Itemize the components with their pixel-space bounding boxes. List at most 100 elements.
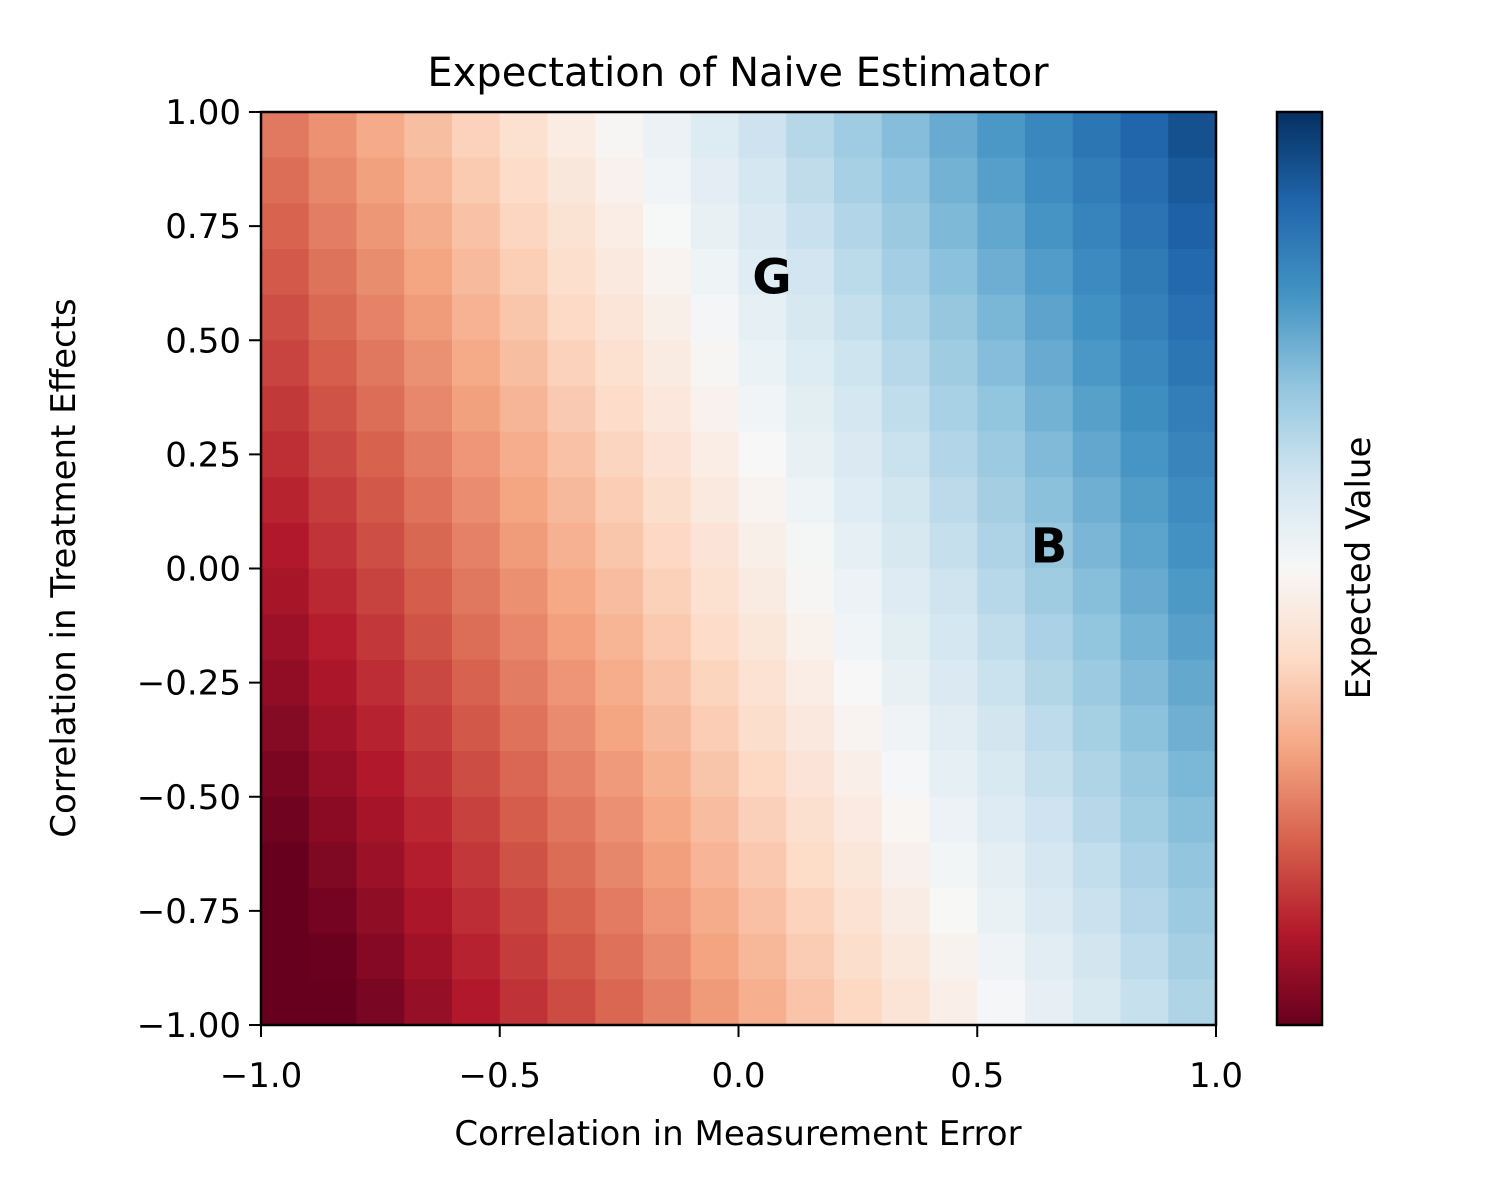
heatmap-cell [786, 796, 835, 843]
heatmap-cell [356, 659, 405, 707]
heatmap-cell [404, 522, 453, 570]
heatmap-cell [1168, 522, 1217, 570]
x-tick-label: −1.0 [220, 1056, 303, 1096]
heatmap-cell [881, 385, 931, 433]
y-tick-label: 0.00 [165, 550, 241, 590]
heatmap-cell [1072, 248, 1122, 296]
heatmap-cell [1120, 888, 1169, 935]
heatmap-cell [929, 477, 978, 524]
heatmap-cell [643, 340, 692, 387]
heatmap-cell [1120, 614, 1169, 661]
heatmap-cell [643, 568, 692, 615]
heatmap-cell [595, 248, 644, 296]
heatmap-cell [404, 431, 453, 478]
heatmap-cell [1168, 340, 1217, 387]
heatmap-cell [834, 385, 883, 433]
heatmap-cell [1168, 431, 1217, 478]
heatmap-cell [643, 842, 692, 889]
y-tick-label: 0.75 [165, 207, 241, 247]
heatmap-cell [1120, 112, 1169, 159]
heatmap-cell [404, 294, 453, 341]
heatmap-cell [881, 522, 931, 570]
heatmap-cell [499, 385, 549, 433]
heatmap-cell [881, 431, 931, 478]
heatmap-cell [499, 112, 549, 159]
heatmap-cell [977, 659, 1026, 707]
heatmap-cell [308, 751, 358, 798]
colorbar [1275, 110, 1324, 1027]
heatmap-cell [261, 157, 310, 204]
heatmap-cell [977, 477, 1026, 524]
heatmap-cell [547, 659, 596, 707]
heatmap-cells [261, 112, 1217, 1026]
heatmap-cell [1025, 340, 1074, 387]
heatmap-cell [1120, 751, 1169, 798]
heatmap-cell [452, 340, 501, 387]
heatmap-cell [1120, 248, 1169, 296]
heatmap-cell [1025, 933, 1074, 980]
heatmap-cell [452, 614, 501, 661]
heatmap-cell [881, 888, 931, 935]
heatmap-cell [404, 796, 453, 843]
heatmap-cell [404, 568, 453, 615]
heatmap-cell [1168, 659, 1217, 707]
heatmap-cell [261, 979, 310, 1026]
x-axis: −1.0 −0.5 0.0 0.5 1.0 [220, 1025, 1243, 1096]
heatmap-cell [834, 157, 883, 204]
heatmap-cell [1168, 979, 1217, 1026]
heatmap-cell [786, 842, 835, 889]
heatmap-cell [738, 385, 787, 433]
heatmap-cell [404, 248, 453, 296]
heatmap-cell [261, 294, 310, 341]
heatmap-cell [308, 431, 358, 478]
heatmap-cell [547, 614, 596, 661]
heatmap-cell [690, 568, 740, 615]
heatmap-cell [690, 340, 740, 387]
heatmap-cell [1072, 933, 1122, 980]
heatmap-cell [308, 979, 358, 1026]
heatmap-cell [643, 979, 692, 1026]
heatmap-cell [786, 979, 835, 1026]
heatmap-cell [356, 751, 405, 798]
heatmap-cell [977, 933, 1026, 980]
heatmap-cell [308, 568, 358, 615]
heatmap-cell [881, 568, 931, 615]
heatmap-cell [977, 705, 1026, 752]
x-axis-label: Correlation in Measurement Error [454, 1114, 1021, 1154]
heatmap-cell [1168, 203, 1217, 250]
heatmap-cell [690, 522, 740, 570]
heatmap-cell [547, 477, 596, 524]
heatmap-cell [977, 203, 1026, 250]
heatmap-cell [834, 933, 883, 980]
heatmap-cell [595, 294, 644, 341]
heatmap-cell [308, 842, 358, 889]
heatmap-cell [977, 796, 1026, 843]
heatmap-cell [1120, 157, 1169, 204]
heatmap-cell [261, 705, 310, 752]
heatmap-cell [595, 157, 644, 204]
heatmap-cell [499, 979, 549, 1026]
heatmap-cell [1120, 933, 1169, 980]
heatmap-cell [1168, 842, 1217, 889]
heatmap-cell [690, 796, 740, 843]
heatmap-cell [356, 248, 405, 296]
heatmap-cell [1120, 659, 1169, 707]
heatmap-cell [404, 888, 453, 935]
x-tick-label: −0.5 [458, 1056, 541, 1096]
heatmap-cell [929, 157, 978, 204]
heatmap-cell [977, 751, 1026, 798]
heatmap-cell [1072, 796, 1122, 843]
y-tick-label: −0.25 [137, 664, 241, 704]
y-tick-label: −0.75 [137, 892, 241, 932]
heatmap-cell [452, 112, 501, 159]
heatmap-cell [881, 203, 931, 250]
heatmap-cell [261, 385, 310, 433]
heatmap-cell [643, 112, 692, 159]
heatmap-cell [690, 203, 740, 250]
heatmap-cell [595, 979, 644, 1026]
heatmap-cell [261, 431, 310, 478]
x-tick-label: 0.5 [950, 1056, 1004, 1096]
heatmap-cell [786, 477, 835, 524]
heatmap-cell [356, 203, 405, 250]
heatmap-cell [977, 157, 1026, 204]
